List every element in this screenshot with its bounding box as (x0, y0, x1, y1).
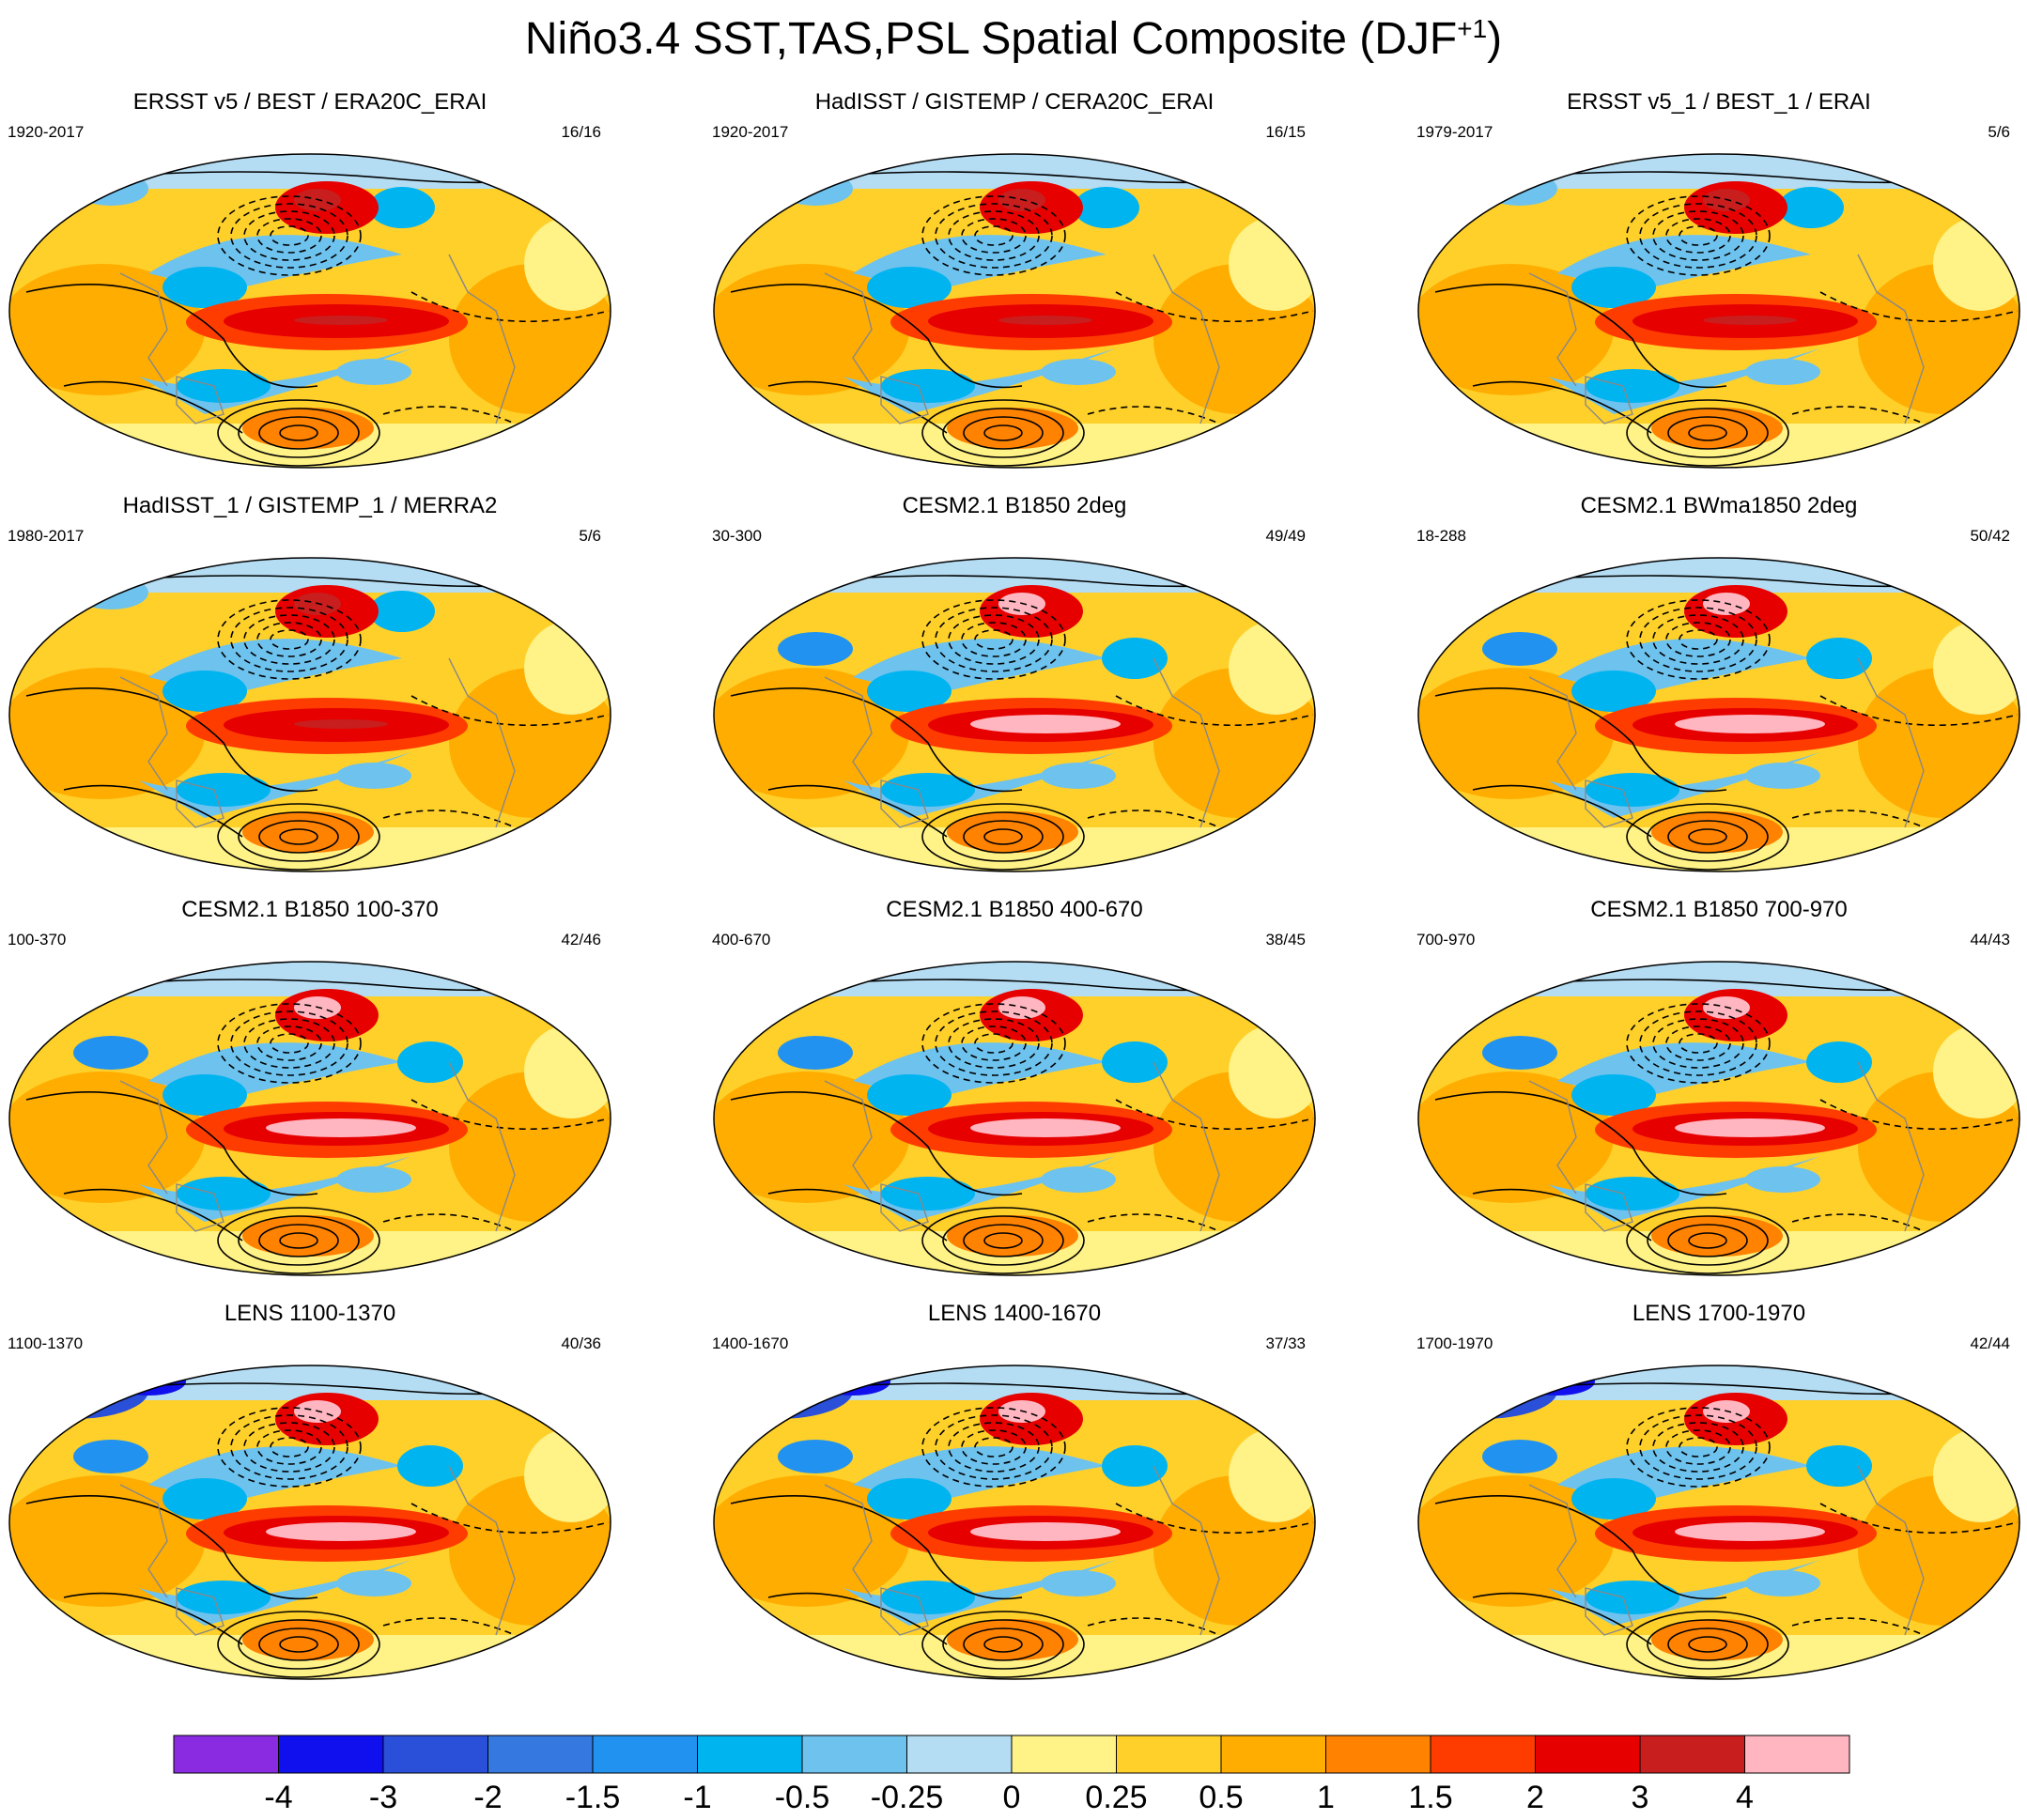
panel-years: 1700-1970 (1416, 1334, 1493, 1352)
colorbar-label: 0.25 (1085, 1780, 1148, 1815)
panel-title: LENS 1100-1370 (224, 1301, 396, 1326)
colorbar-label: 1.5 (1408, 1780, 1453, 1815)
map-panel: CESM2.1 B1850 400-670 400-670 38/45 (704, 897, 1324, 1291)
colorbar-label: 4 (1736, 1780, 1754, 1815)
robinson-map (8, 557, 611, 872)
panel-years: 30-300 (712, 527, 762, 545)
robinson-map (1417, 961, 2020, 1276)
figure-title: Niño3.4 SST,TAS,PSL Spatial Composite (D… (524, 14, 1503, 64)
colorbar-box (382, 1735, 488, 1774)
colorbar-label: 0 (1002, 1780, 1021, 1815)
panel-years: 1920-2017 (8, 123, 85, 141)
panel-years: 18-288 (1416, 527, 1466, 545)
colorbar-box (592, 1735, 698, 1774)
colorbar-box (1220, 1735, 1326, 1774)
panel-count: 42/44 (1970, 1334, 2010, 1352)
colorbar-label: 3 (1631, 1780, 1649, 1815)
colorbar-label: -1.5 (565, 1780, 621, 1815)
panel-count: 38/45 (1265, 931, 1306, 949)
colorbar-box (1744, 1735, 1850, 1774)
robinson-map (1417, 557, 2020, 872)
colorbar-label: -3 (368, 1780, 398, 1815)
colorbar (173, 1735, 1850, 1774)
colorbar-box (1535, 1735, 1641, 1774)
robinson-map (8, 1365, 611, 1680)
robinson-map (713, 961, 1316, 1276)
panel-years: 400-670 (712, 931, 771, 949)
colorbar-box (1011, 1735, 1117, 1774)
panel-title: CESM2.1 B1850 2deg (902, 493, 1127, 518)
colorbar-label: -1 (683, 1780, 712, 1815)
colorbar-label: 2 (1526, 1780, 1544, 1815)
panel-title: ERSST v5 / BEST / ERA20C_ERAI (132, 89, 487, 115)
panel-title: CESM2.1 B1850 700-970 (1590, 897, 1848, 922)
colorbar-label: -0.25 (870, 1780, 944, 1815)
colorbar-box (697, 1735, 803, 1774)
panel-title: CESM2.1 B1850 400-670 (886, 897, 1143, 922)
panel-title: HadISST_1 / GISTEMP_1 / MERRA2 (122, 493, 498, 518)
map-panel: CESM2.1 B1850 700-970 700-970 44/43 (1409, 897, 2027, 1291)
colorbar-label: -0.5 (774, 1780, 830, 1815)
panel-count: 37/33 (1265, 1334, 1306, 1352)
colorbar-label: 1 (1317, 1780, 1335, 1815)
panel-years: 1920-2017 (712, 123, 789, 141)
panel-years: 1400-1670 (712, 1334, 789, 1352)
colorbar-label: -2 (473, 1780, 503, 1815)
map-panel: CESM2.1 B1850 100-370 100-370 42/46 (0, 897, 620, 1291)
panel-title: ERSST v5_1 / BEST_1 / ERAI (1567, 89, 1871, 115)
colorbar-label: 0.5 (1199, 1780, 1244, 1815)
panel-title: LENS 1700-1970 (1632, 1301, 1806, 1326)
map-panel: LENS 1700-1970 1700-1970 42/44 (1409, 1301, 2027, 1695)
panel-title: CESM2.1 B1850 100-370 (181, 897, 439, 922)
colorbar-box (1116, 1735, 1222, 1774)
colorbar-box (487, 1735, 594, 1774)
panel-years: 1100-1370 (8, 1334, 84, 1352)
colorbar-label: -4 (264, 1780, 293, 1815)
panel-years: 700-970 (1416, 931, 1476, 949)
colorbar-box (278, 1735, 384, 1774)
map-panel: CESM2.1 BWma1850 2deg 18-288 50/42 (1409, 493, 2027, 887)
colorbar-box (1639, 1735, 1745, 1774)
robinson-map (8, 153, 611, 469)
panel-years: 1979-2017 (1416, 123, 1493, 141)
map-panel: ERSST v5 / BEST / ERA20C_ERAI 1920-2017 16… (0, 89, 620, 484)
robinson-map (713, 1365, 1316, 1680)
panel-title: HadISST / GISTEMP / CERA20C_ERAI (814, 89, 1215, 115)
panel-count: 50/42 (1970, 527, 2010, 545)
map-panel: CESM2.1 B1850 2deg 30-300 49/49 (704, 493, 1324, 887)
panel-title: CESM2.1 BWma1850 2deg (1580, 493, 1858, 518)
colorbar-box (906, 1735, 1013, 1774)
panel-years: 100-370 (8, 931, 67, 949)
robinson-map (8, 961, 611, 1276)
map-panel: HadISST_1 / GISTEMP_1 / MERRA2 1980-2017 5… (0, 493, 620, 887)
map-panel: HadISST / GISTEMP / CERA20C_ERAI 1920-201… (704, 89, 1324, 484)
panel-years: 1980-2017 (8, 527, 85, 545)
map-panel: LENS 1100-1370 1100-1370 40/36 (0, 1301, 620, 1695)
robinson-map (1417, 153, 2020, 469)
colorbar-box (1430, 1735, 1536, 1774)
robinson-map (713, 153, 1316, 469)
colorbar-box (1325, 1735, 1431, 1774)
panel-count: 5/6 (579, 527, 601, 545)
robinson-map (713, 557, 1316, 872)
panel-count: 16/16 (561, 123, 601, 141)
panel-count: 49/49 (1265, 527, 1306, 545)
map-panel: ERSST v5_1 / BEST_1 / ERAI 1979-2017 5/6 (1409, 89, 2027, 484)
panel-title: LENS 1400-1670 (927, 1301, 1102, 1326)
panel-count: 44/43 (1970, 931, 2010, 949)
panel-count: 40/36 (561, 1334, 601, 1352)
map-panel: LENS 1400-1670 1400-1670 37/33 (704, 1301, 1324, 1695)
robinson-map (1417, 1365, 2020, 1680)
panel-count: 42/46 (561, 931, 601, 949)
panel-count: 5/6 (1988, 123, 2010, 141)
panel-count: 16/15 (1265, 123, 1306, 141)
colorbar-box (173, 1735, 279, 1774)
colorbar-box (801, 1735, 907, 1774)
